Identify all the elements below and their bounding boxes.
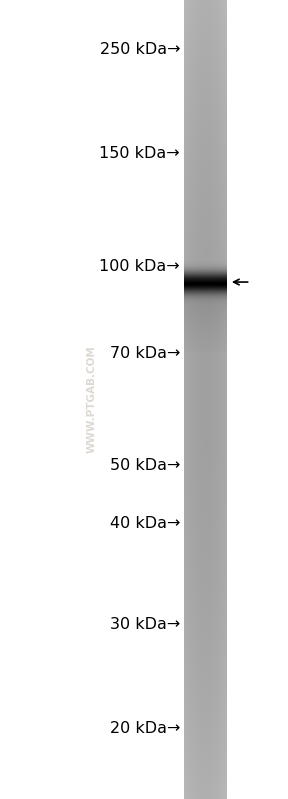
Text: 70 kDa→: 70 kDa→ <box>110 346 180 360</box>
Text: 20 kDa→: 20 kDa→ <box>110 721 180 736</box>
Text: 100 kDa→: 100 kDa→ <box>99 259 180 273</box>
Text: 250 kDa→: 250 kDa→ <box>99 42 180 57</box>
Text: 50 kDa→: 50 kDa→ <box>110 458 180 472</box>
Text: 150 kDa→: 150 kDa→ <box>99 146 180 161</box>
Text: 40 kDa→: 40 kDa→ <box>110 516 180 531</box>
Text: WWW.PTGAB.COM: WWW.PTGAB.COM <box>87 346 97 453</box>
Text: 30 kDa→: 30 kDa→ <box>110 618 180 632</box>
